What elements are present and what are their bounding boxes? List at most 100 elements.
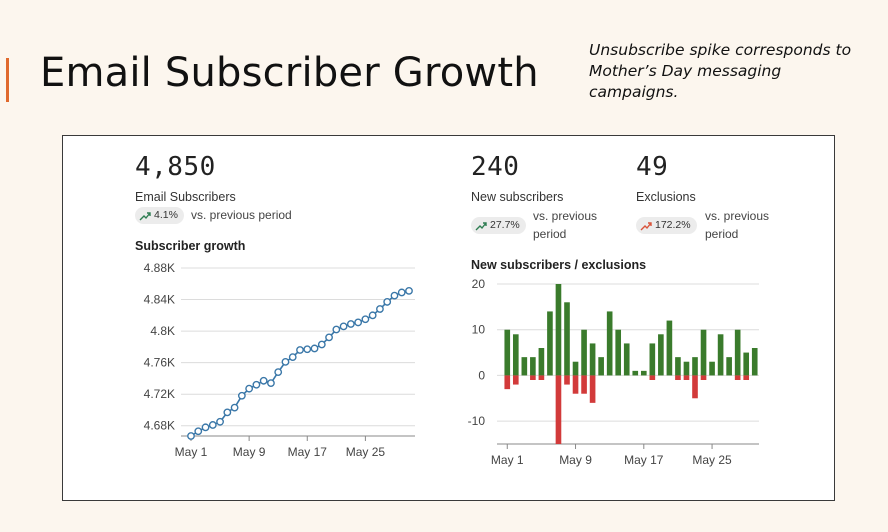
subscribers-value: 4,850: [135, 152, 216, 182]
x-tick-label: May 25: [346, 445, 386, 459]
x-tick-label: May 9: [233, 445, 266, 459]
data-point: [361, 315, 370, 324]
new-subscribers-bar: [623, 343, 630, 376]
new-subscribers-comparison: vs. previous period: [533, 209, 598, 241]
data-point: [267, 379, 275, 388]
new-subscribers-bar: [700, 329, 707, 376]
exclusions-bar: [512, 375, 519, 385]
data-point: [405, 286, 413, 295]
trend-up-icon: [475, 221, 487, 230]
dashboard-card: 4,850 Email Subscribers 4.1% vs. previou…: [62, 135, 835, 501]
exclusions-bar: [504, 375, 511, 390]
new-subscribers-bar: [564, 302, 570, 376]
x-tick-label: May 1: [175, 445, 208, 459]
exclusions-bar: [700, 375, 707, 380]
exclusions-bar: [538, 375, 545, 380]
data-point: [397, 288, 406, 297]
exclusions-bar: [564, 375, 570, 385]
new-subscribers-bar: [675, 357, 681, 376]
data-point: [208, 421, 217, 429]
y-tick-label: 4.68K: [144, 419, 175, 433]
new-subscribers-bar: [692, 357, 698, 376]
data-point: [281, 357, 290, 366]
data-point: [230, 403, 239, 412]
exclusions-bar: [589, 375, 596, 403]
new-subscribers-bar: [521, 357, 528, 376]
new-subscribers-label: New subscribers: [471, 190, 564, 204]
exclusions-bar: [572, 375, 579, 394]
exclusions-bar: [581, 375, 587, 394]
series-line: [190, 290, 410, 437]
data-point: [332, 325, 341, 334]
exclusions-change-value: 172.2%: [655, 219, 691, 231]
data-point: [288, 353, 297, 362]
new-subscribers-bar: [538, 348, 545, 376]
data-point: [237, 391, 246, 400]
exclusions-value: 49: [636, 152, 669, 182]
y-tick-label: -10: [468, 414, 486, 428]
new-subscribers-bar: [734, 329, 741, 376]
new-subscribers-bar: [751, 348, 758, 376]
new-subscribers-bar: [632, 370, 639, 376]
new-subscribers-bar: [683, 361, 690, 376]
data-point: [368, 311, 377, 320]
x-tick-label: May 1: [491, 453, 524, 467]
data-point: [274, 368, 283, 377]
new-subscribers-bar: [581, 329, 587, 376]
y-tick-label: 4.88K: [144, 261, 175, 275]
y-tick-label: 4.8K: [150, 324, 175, 338]
exclusions-comparison: vs. previous period: [705, 209, 770, 241]
new-subscribers-bar: [555, 284, 562, 376]
new-subscribers-change-badge: 27.7%: [471, 217, 526, 234]
y-tick-label: 4.84K: [144, 293, 175, 307]
data-point: [339, 322, 348, 331]
subscriber-growth-chart: 4.68K 4.72K 4.76K 4.8K 4.84K 4.88K May 1 May 9 M…: [144, 261, 415, 459]
new-subscribers-bar: [640, 370, 647, 376]
new-subscribers-bar: [726, 357, 732, 376]
data-point: [296, 346, 304, 354]
page-title: Email Subscriber Growth: [40, 50, 539, 96]
data-point: [201, 423, 210, 432]
new-subscribers-bar: [547, 311, 553, 376]
y-tick-label: 4.72K: [144, 387, 175, 401]
data-point: [376, 305, 384, 313]
new-subscribers-bar: [717, 334, 724, 376]
new-subscribers-exclusions-chart: 20 10 0 -10 May 1 May 9 May 17 May 25: [468, 277, 759, 467]
new-subscribers-value: 240: [471, 152, 520, 182]
x-tick-label: May 25: [692, 453, 732, 467]
exclusions-bar: [683, 375, 690, 380]
data-point: [303, 345, 312, 354]
data-point: [223, 408, 232, 417]
subscribers-change-value: 4.1%: [154, 209, 178, 221]
x-tick-label: May 17: [624, 453, 664, 467]
data-point: [259, 376, 268, 385]
data-point: [346, 320, 355, 328]
new-subscribers-change-value: 27.7%: [490, 219, 520, 231]
new-subscribers-bar: [598, 357, 604, 376]
trend-up-icon: [139, 211, 151, 220]
exclusions-change-badge: 172.2%: [636, 217, 697, 234]
y-tick-label: 10: [472, 323, 486, 337]
data-point: [216, 417, 224, 426]
data-point: [245, 384, 254, 393]
x-tick-label: May 9: [559, 453, 592, 467]
exclusions-bar: [692, 375, 698, 399]
new-subscribers-bar: [512, 334, 519, 376]
data-point: [383, 298, 392, 306]
new-subscribers-bar: [606, 311, 613, 376]
exclusions-bar: [530, 375, 536, 380]
new-subscribers-bar: [658, 334, 664, 376]
data-point: [194, 427, 203, 436]
annotation-note: Unsubscribe spike corresponds to Mother’…: [589, 41, 852, 101]
new-subscribers-bar: [666, 320, 673, 376]
y-tick-label: 20: [472, 277, 486, 291]
subscribers-label: Email Subscribers: [135, 190, 236, 204]
new-subscribers-bar: [572, 361, 579, 376]
exclusions-bar: [743, 375, 750, 380]
data-point: [252, 380, 261, 389]
new-subscribers-bar: [649, 343, 656, 376]
title-accent-bar: [6, 58, 9, 102]
data-point: [390, 291, 399, 300]
y-tick-label: 0: [478, 368, 485, 382]
subscriber-growth-title: Subscriber growth: [135, 239, 246, 253]
